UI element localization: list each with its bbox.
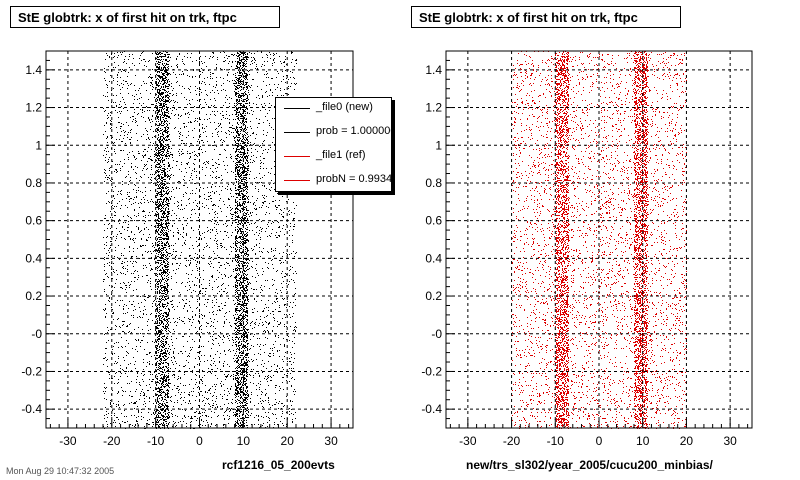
legend-box: _file0 (new) prob = 1.000000 _file1 (ref… [275,97,392,192]
y-tick-label: 0.6 [25,214,42,228]
legend-item: _file0 (new) [276,98,391,118]
legend-swatch [284,108,310,109]
legend-swatch [284,156,310,157]
y-tick-label: -0.4 [421,402,442,416]
x-axis-label-left: rcf1216_05_200evts [222,458,335,472]
x-axis-label-right: new/trs_sl302/year_2005/cucu200_minbias/ [466,458,713,472]
y-tick-label: -0 [431,327,442,341]
y-tick-label: 1.4 [25,63,42,77]
x-tick-label: 20 [281,434,295,448]
y-tick-label: 1.4 [425,63,442,77]
panel-left-title: StE globtrk: x of first hit on trk, ftpc [10,6,280,28]
x-tick-label: -30 [59,434,77,448]
y-tick-label: -0 [31,327,42,341]
y-tick-label: -0.2 [21,364,42,378]
y-tick-label: 1 [35,138,42,152]
x-tick-label: -20 [103,434,121,448]
legend-item: _file1 (ref) [276,146,391,166]
x-tick-label: -10 [147,434,165,448]
y-tick-label: 0.2 [25,289,42,303]
panel-right-title: StE globtrk: x of first hit on trk, ftpc [411,6,681,28]
x-tick-label: -20 [503,434,521,448]
y-tick-label: 0.8 [25,176,42,190]
y-tick-label: 0.4 [425,251,442,265]
y-tick-label: -0.2 [421,364,442,378]
y-tick-label: 1.2 [25,101,42,115]
y-tick-label: 0.4 [25,251,42,265]
legend-label: _file1 (ref) [316,149,366,161]
y-tick-label: 0.2 [425,289,442,303]
footer-timestamp: Mon Aug 29 10:47:32 2005 [6,466,115,476]
legend-swatch [284,180,310,181]
x-tick-label: -10 [547,434,565,448]
legend-swatch [284,132,310,133]
y-tick-label: 1 [435,138,442,152]
x-tick-label: 30 [723,434,737,448]
x-tick-label: -30 [459,434,477,448]
legend-label: _file0 (new) [316,101,373,113]
scatter-points [103,51,297,429]
y-tick-label: 0.8 [425,176,442,190]
x-tick-label: 0 [596,434,603,448]
y-tick-label: 0.6 [425,214,442,228]
x-tick-label: 10 [237,434,251,448]
legend-label: prob = 1.000000 [316,125,392,137]
x-tick-label: 20 [680,434,694,448]
scatter-point-cloud [103,51,297,429]
legend-label: probN = 0.993430 [316,173,392,185]
y-tick-label: 1.2 [425,101,442,115]
legend-item: probN = 0.993430 [276,170,392,190]
y-tick-label: -0.4 [21,402,42,416]
x-tick-label: 30 [324,434,338,448]
x-tick-label: 0 [196,434,203,448]
plot-right: -30 -20 -10 0 10 20 30 -0.4 -0.2 -0 0.2 0.4 0.6 0.8 1 1… [421,50,753,448]
x-tick-label: 10 [636,434,650,448]
legend-item: prob = 1.000000 [276,122,392,142]
